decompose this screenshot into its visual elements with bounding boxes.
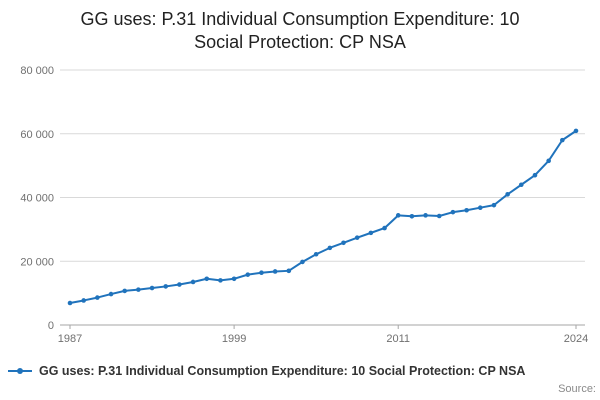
data-point[interactable]: [259, 270, 264, 276]
data-point[interactable]: [505, 192, 510, 197]
data-point[interactable]: [231, 276, 237, 282]
x-tick-label: 1987: [58, 333, 82, 345]
data-point[interactable]: [149, 285, 155, 291]
data-point[interactable]: [286, 268, 292, 274]
data-point[interactable]: [108, 291, 114, 297]
data-point[interactable]: [163, 284, 169, 289]
data-point[interactable]: [573, 128, 579, 134]
data-line[interactable]: [69, 129, 577, 305]
data-point[interactable]: [341, 240, 346, 246]
data-point[interactable]: [436, 213, 442, 219]
data-point[interactable]: [368, 230, 374, 236]
legend-label: GG uses: P.31 Individual Consumption Exp…: [39, 364, 526, 378]
chart-title-line2: Social Protection: CP NSA: [194, 32, 406, 53]
data-point[interactable]: [177, 282, 182, 287]
y-tick-label: 0: [48, 320, 54, 332]
y-tick-label: 80 000: [20, 65, 54, 77]
data-point[interactable]: [491, 202, 497, 208]
data-point[interactable]: [313, 251, 319, 257]
data-point[interactable]: [218, 278, 223, 283]
data-point[interactable]: [81, 298, 86, 303]
chart-title: GG uses: P.31 Individual Consumption Exp…: [30, 8, 570, 55]
chart-title-line1: GG uses: P.31 Individual Consumption Exp…: [80, 9, 520, 29]
data-point[interactable]: [450, 209, 456, 215]
data-point[interactable]: [95, 295, 100, 300]
x-tick-label: 1999: [222, 333, 246, 345]
data-point[interactable]: [327, 245, 333, 251]
data-point[interactable]: [122, 288, 128, 294]
data-point[interactable]: [532, 172, 538, 178]
x-tick-label: 2011: [386, 333, 410, 345]
line-chart[interactable]: 0 20 000 40 000 60 000 80 000 1987 1999 2011 202…: [0, 54, 600, 359]
data-point[interactable]: [354, 235, 360, 240]
data-point[interactable]: [560, 137, 565, 143]
y-tick-label: 60 000: [20, 129, 54, 141]
data-point[interactable]: [136, 287, 141, 292]
data-point[interactable]: [382, 225, 387, 231]
data-point[interactable]: [546, 158, 551, 164]
data-point[interactable]: [190, 279, 196, 285]
data-point[interactable]: [423, 213, 428, 218]
data-point[interactable]: [464, 207, 469, 213]
source-text: Source:: [558, 383, 596, 395]
data-point[interactable]: [409, 214, 415, 219]
y-tick-label: 40 000: [20, 193, 54, 205]
x-tick-label: 2024: [564, 333, 588, 345]
data-point[interactable]: [272, 269, 278, 274]
data-point[interactable]: [245, 272, 251, 277]
data-point[interactable]: [477, 205, 483, 210]
data-point[interactable]: [518, 182, 524, 188]
legend: GG uses: P.31 Individual Consumption Exp…: [8, 364, 525, 378]
data-point[interactable]: [395, 213, 401, 218]
data-point[interactable]: [300, 259, 305, 265]
legend-line-marker: [8, 368, 32, 374]
data-point[interactable]: [204, 276, 210, 282]
y-tick-label: 20 000: [20, 256, 54, 268]
data-point[interactable]: [67, 300, 73, 306]
